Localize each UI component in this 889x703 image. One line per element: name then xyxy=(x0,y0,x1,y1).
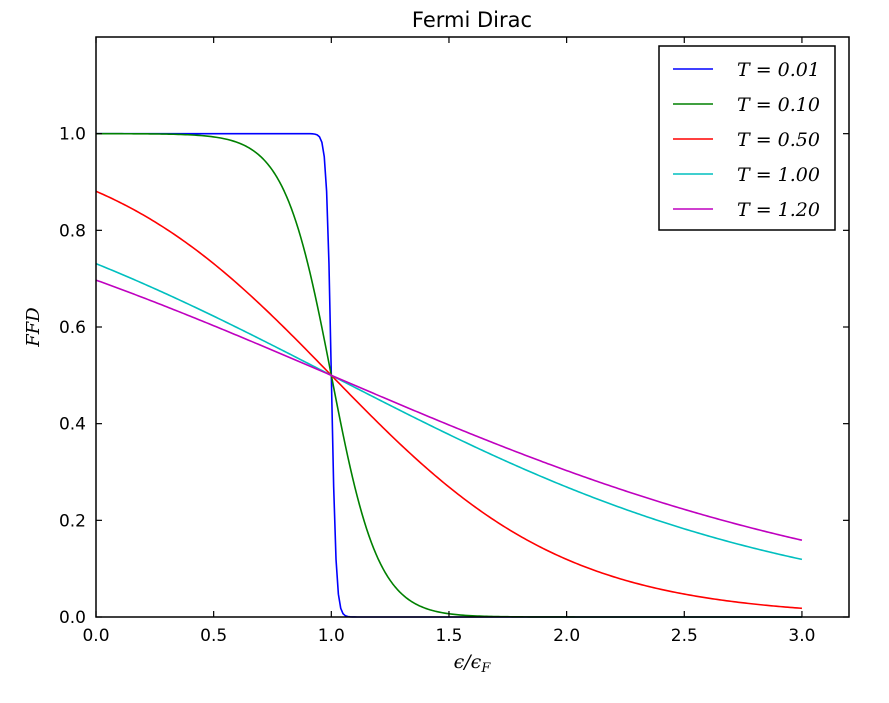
y-tick-label: 0.8 xyxy=(59,221,86,241)
x-axis-label-main: ϵ/ϵ xyxy=(454,651,482,673)
y-tick-label: 0.2 xyxy=(59,511,86,531)
y-tick-label: 0.6 xyxy=(59,318,86,338)
x-tick-label: 3.0 xyxy=(788,626,815,646)
x-tick-label: 0.0 xyxy=(82,626,109,646)
x-tick-label: 2.5 xyxy=(671,626,698,646)
x-tick-label: 1.0 xyxy=(318,626,345,646)
legend: T = 0.01 T = 0.10 T = 0.50 T = 1.00 T = 1.20 xyxy=(658,45,836,231)
legend-box xyxy=(658,45,836,231)
y-tick-label: 1.0 xyxy=(59,125,86,145)
y-axis-label: FFD xyxy=(23,307,44,348)
series-line-5 xyxy=(95,279,803,541)
legend-label-5: T = 1.20 xyxy=(737,199,820,221)
legend-label-2: T = 0.10 xyxy=(737,94,820,116)
x-tick-label: 0.5 xyxy=(200,626,227,646)
chart-title: Fermi Dirac xyxy=(412,8,532,32)
y-tick-label: 0.4 xyxy=(59,415,86,435)
x-axis-label: ϵ/ϵF xyxy=(454,651,492,676)
x-tick-label: 1.5 xyxy=(435,626,462,646)
label-layer: 0.0 0.5 1.0 1.5 2.0 2.5 3.0 0.0 0.2 0.4 0.6 0.8 1.0 xyxy=(59,125,816,646)
legend-label-1: T = 0.01 xyxy=(737,59,820,81)
legend-label-4: T = 1.00 xyxy=(737,164,820,186)
legend-label-3: T = 0.50 xyxy=(737,129,820,151)
x-tick-label: 2.0 xyxy=(553,626,580,646)
series-line-3 xyxy=(95,190,803,610)
x-axis-label-sub: F xyxy=(480,661,491,676)
x-axis-label-text: ϵ/ϵF xyxy=(454,651,492,676)
series-line-4 xyxy=(95,262,803,561)
y-tick-label: 0.0 xyxy=(59,608,86,628)
plot-frame xyxy=(95,36,850,618)
